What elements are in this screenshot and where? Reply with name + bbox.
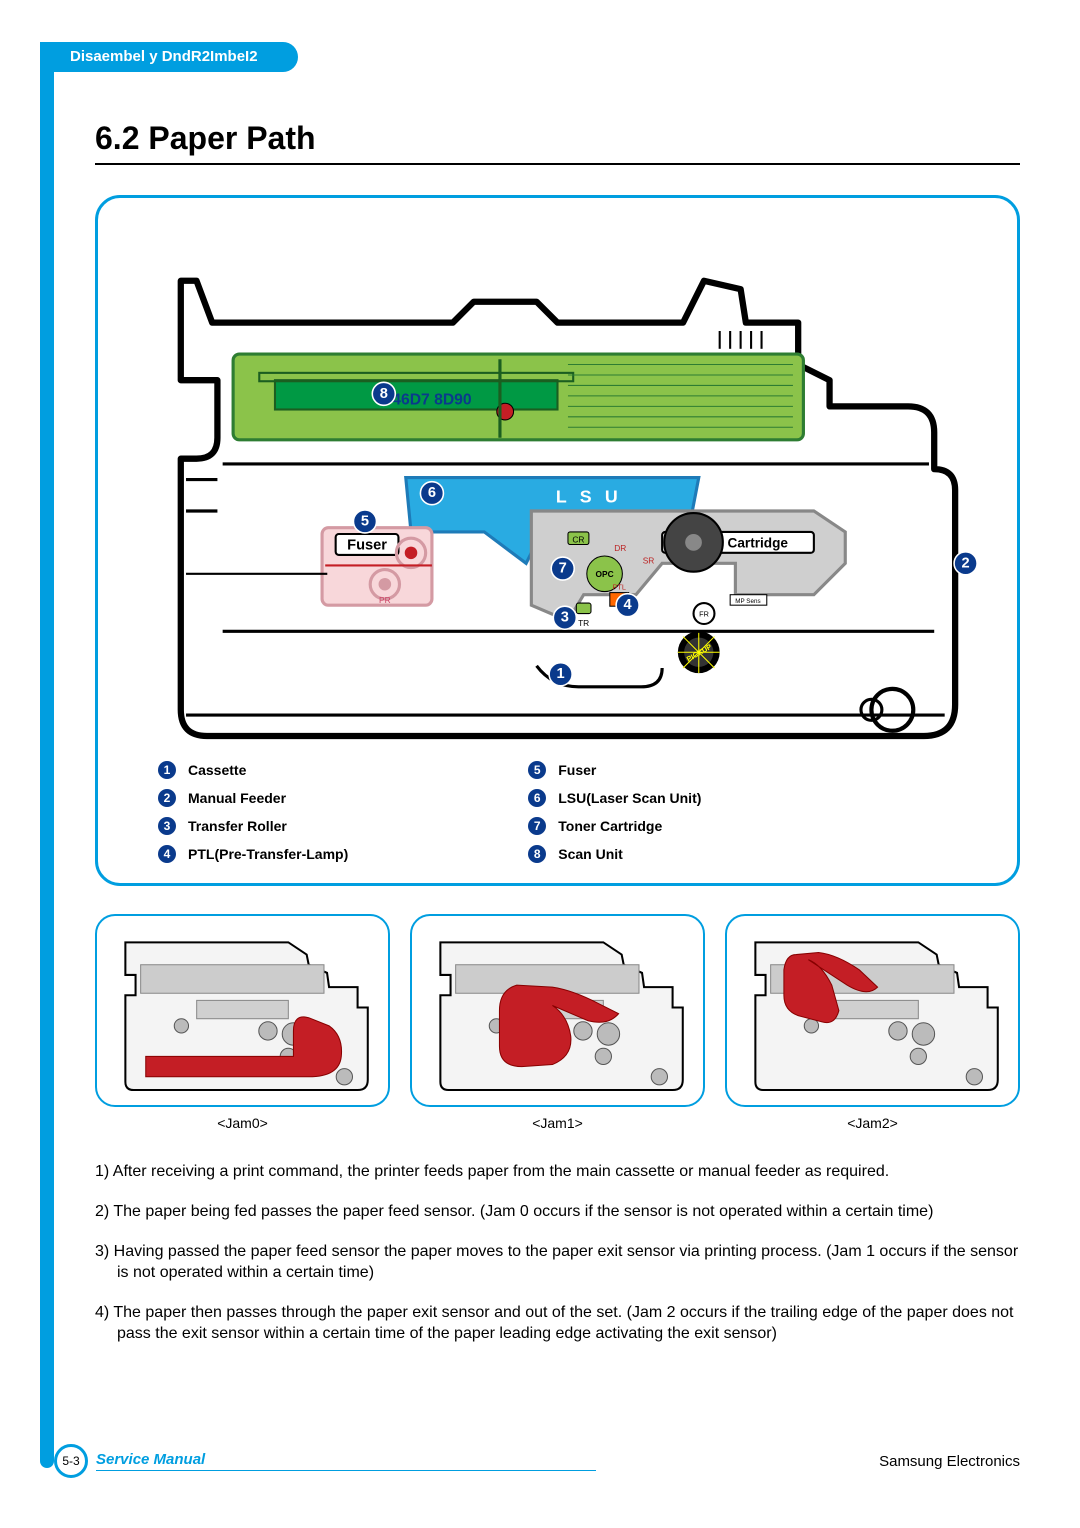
legend-num: 1 — [158, 761, 176, 779]
jam-diagram — [105, 924, 380, 1097]
legend-text: Transfer Roller — [188, 818, 287, 834]
legend-num: 5 — [528, 761, 546, 779]
service-manual-label: Service Manual — [96, 1451, 596, 1471]
svg-text:7: 7 — [559, 561, 567, 577]
page-content: 6.2 Paper Path 46D7 8D90 — [95, 120, 1020, 1448]
legend-item-8: 8 Scan Unit — [528, 845, 701, 863]
legend-text: Scan Unit — [558, 846, 623, 862]
jam-label: <Jam0> — [95, 1115, 390, 1131]
jam-thumb-0: <Jam0> — [95, 914, 390, 1131]
callout-3: 3 — [553, 606, 576, 629]
svg-text:PTL: PTL — [613, 582, 626, 591]
jam-diagram — [735, 924, 1010, 1097]
callout-2: 2 — [954, 552, 977, 575]
legend-text: Toner Cartridge — [558, 818, 662, 834]
paragraph-4: 4) The paper then passes through the pap… — [95, 1302, 1020, 1345]
paper-path-diagram: 46D7 8D90 L S U Fuser — [95, 195, 1020, 886]
paragraph-2: 2) The paper being fed passes the paper … — [95, 1201, 1020, 1223]
paragraph-3: 3) Having passed the paper feed sensor t… — [95, 1241, 1020, 1284]
legend-item-3: 3 Transfer Roller — [158, 817, 348, 835]
legend-num: 7 — [528, 817, 546, 835]
svg-text:FR: FR — [699, 610, 709, 619]
svg-text:CR: CR — [572, 534, 584, 544]
header-tab: Disaembel y DndR2ImbeI2 — [40, 42, 298, 72]
legend-item-2: 2 Manual Feeder — [158, 789, 348, 807]
callout-8: 8 — [372, 382, 395, 405]
legend-text: Manual Feeder — [188, 790, 286, 806]
svg-text:2: 2 — [962, 555, 970, 571]
left-accent-bar — [40, 42, 54, 1468]
svg-text:1: 1 — [557, 666, 565, 682]
printer-cross-section: 46D7 8D90 L S U Fuser — [118, 218, 997, 741]
svg-text:4: 4 — [624, 597, 633, 613]
company-name: Samsung Electronics — [879, 1453, 1020, 1470]
jam-box — [410, 914, 705, 1107]
jam-label: <Jam1> — [410, 1115, 705, 1131]
page-number: 5-3 — [54, 1444, 88, 1478]
section-number: 6.2 — [95, 120, 139, 156]
section-name: Paper Path — [148, 120, 315, 156]
lsu-label: L S U — [556, 487, 622, 507]
legend-num: 6 — [528, 789, 546, 807]
svg-text:6: 6 — [428, 485, 436, 501]
svg-text:8: 8 — [380, 386, 388, 402]
paragraph-1: 1) After receiving a print command, the … — [95, 1161, 1020, 1183]
callout-1: 1 — [549, 663, 572, 686]
legend-text: Fuser — [558, 762, 596, 778]
legend-num: 8 — [528, 845, 546, 863]
legend-item-6: 6 LSU(Laser Scan Unit) — [528, 789, 701, 807]
diagram-legend: 1 Cassette 2 Manual Feeder 3 Transfer Roller 4… — [158, 761, 997, 863]
svg-text:HR: HR — [406, 548, 417, 557]
callout-7: 7 — [551, 557, 574, 580]
legend-num: 4 — [158, 845, 176, 863]
svg-text:PR: PR — [379, 595, 391, 605]
svg-text:5: 5 — [361, 513, 369, 529]
legend-item-7: 7 Toner Cartridge — [528, 817, 701, 835]
svg-text:DR: DR — [614, 543, 626, 553]
jam-thumbnails: <Jam0> <Jam1> <Jam2> — [95, 914, 1020, 1131]
fuser-block: Fuser HR PR — [322, 528, 432, 605]
jam-thumb-2: <Jam2> — [725, 914, 1020, 1131]
page-footer: 5-3 Service Manual Samsung Electronics — [54, 1444, 1020, 1478]
jam-box — [95, 914, 390, 1107]
svg-text:TR: TR — [578, 618, 589, 628]
legend-item-1: 1 Cassette — [158, 761, 348, 779]
jam-diagram — [420, 924, 695, 1097]
legend-text: LSU(Laser Scan Unit) — [558, 790, 701, 806]
svg-text:SR: SR — [643, 555, 655, 565]
svg-text:3: 3 — [561, 610, 569, 626]
description-paragraphs: 1) After receiving a print command, the … — [95, 1161, 1020, 1345]
callout-5: 5 — [353, 510, 376, 533]
callout-6: 6 — [420, 482, 443, 505]
scanner-text: 46D7 8D90 — [392, 391, 472, 408]
jam-box — [725, 914, 1020, 1107]
svg-text:MP Sens: MP Sens — [735, 598, 760, 605]
callout-4: 4 — [616, 594, 639, 617]
legend-text: PTL(Pre-Transfer-Lamp) — [188, 846, 348, 862]
legend-text: Cassette — [188, 762, 246, 778]
legend-item-5: 5 Fuser — [528, 761, 701, 779]
fuser-label: Fuser — [347, 538, 387, 554]
section-title: 6.2 Paper Path — [95, 120, 1020, 165]
legend-num: 3 — [158, 817, 176, 835]
jam-label: <Jam2> — [725, 1115, 1020, 1131]
svg-text:OPC: OPC — [596, 569, 614, 579]
legend-num: 2 — [158, 789, 176, 807]
jam-thumb-1: <Jam1> — [410, 914, 705, 1131]
legend-item-4: 4 PTL(Pre-Transfer-Lamp) — [158, 845, 348, 863]
